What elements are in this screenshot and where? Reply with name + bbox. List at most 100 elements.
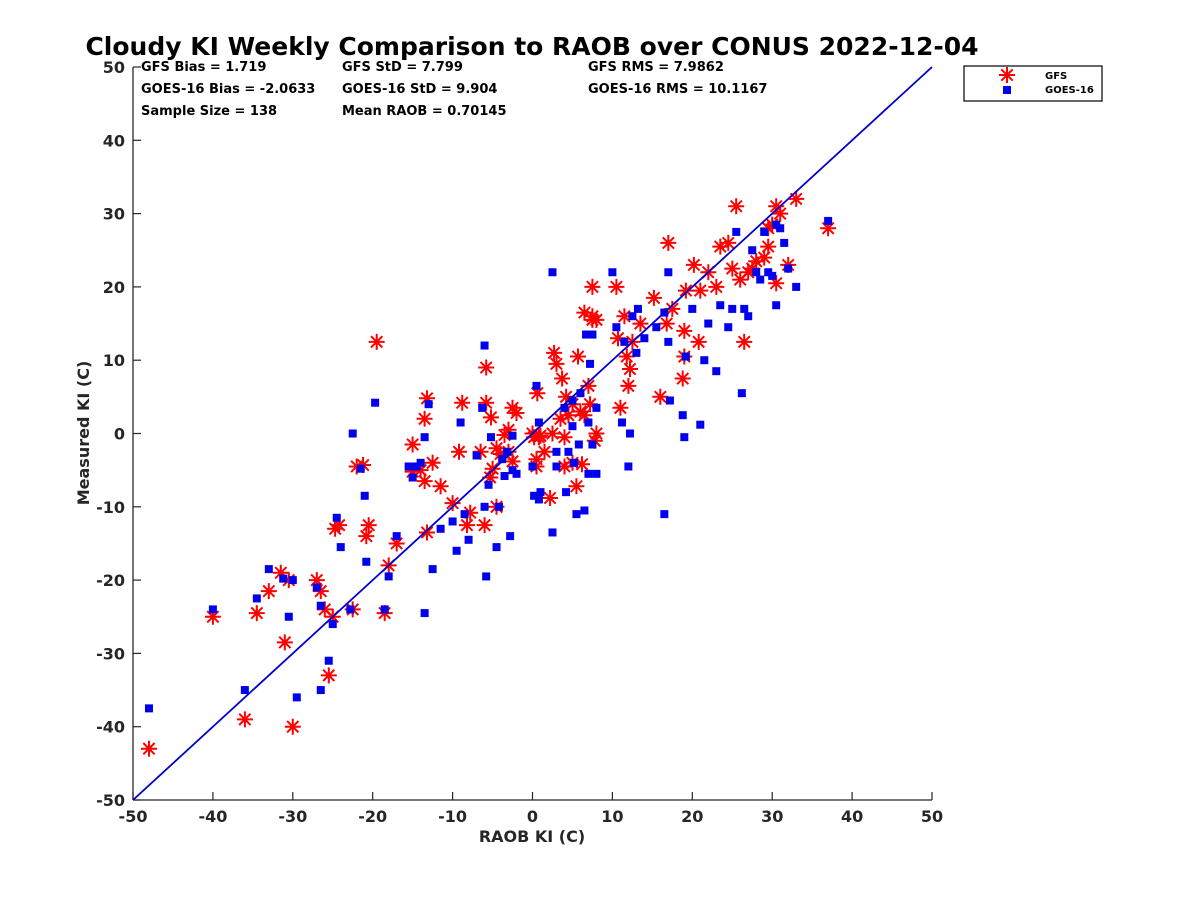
x-tick-label: -50 (119, 807, 148, 826)
asterisk-stroke (548, 355, 565, 372)
gfs-point (276, 634, 293, 651)
gfs-point (690, 333, 707, 350)
goes16-point (284, 612, 293, 621)
gfs-point (388, 535, 405, 552)
goes16-point (532, 381, 541, 390)
asterisk-stroke (560, 407, 577, 424)
legend-box (963, 65, 1103, 102)
goes16-point (534, 495, 543, 504)
gfs-point (500, 421, 517, 438)
gfs-point (529, 385, 546, 402)
goes16-point (480, 341, 489, 350)
goes16-point (336, 543, 345, 552)
legend-label-goes16: GOES-16 (1045, 85, 1094, 96)
asterisk-stroke (236, 711, 253, 728)
axis-ticks: -50 -40 -30 -20 -10 0 10 20 30 40 50 -50 -40 -30 -20 -1… (96, 58, 943, 826)
gfs-point (772, 205, 789, 222)
y-axis-label: Measured KI (C) (74, 361, 93, 506)
asterisk-stroke (444, 495, 461, 512)
reference-line-group (132, 66, 933, 801)
asterisk-stroke (622, 361, 638, 377)
gfs-point (432, 478, 449, 495)
asterisk-stroke (504, 453, 521, 470)
goes16-point (732, 227, 741, 236)
goes16-point (380, 605, 389, 614)
gfs-point (444, 495, 461, 512)
asterisk-stroke (536, 443, 553, 460)
gfs-point (248, 605, 265, 622)
goes16-point (552, 462, 561, 471)
goes16-point (240, 686, 249, 695)
gfs-point (568, 478, 585, 495)
asterisk-stroke (388, 535, 405, 552)
stat-gfs-rms: GFS RMS = 7.9862 (588, 60, 724, 75)
x-tick-label: -40 (198, 807, 227, 826)
goes16-point (586, 359, 595, 368)
gfs-point (284, 718, 301, 735)
goes16-point (724, 323, 733, 332)
goes16-point (696, 420, 705, 429)
gfs-point (546, 344, 563, 361)
stat-sample-size: Sample Size = 138 (141, 104, 277, 119)
asterisk-stroke (204, 608, 221, 625)
asterisk-stroke (483, 409, 499, 426)
y-tick-label: 40 (103, 131, 125, 150)
asterisk-stroke (492, 446, 509, 462)
asterisk-stroke (756, 249, 773, 266)
gfs-point (612, 399, 629, 416)
asterisk-stroke (728, 198, 745, 215)
asterisk-stroke (558, 388, 575, 405)
gfs-point (236, 711, 253, 728)
goes16-point (420, 433, 429, 442)
gfs-point (616, 308, 633, 325)
gfs-point (532, 427, 549, 444)
gfs-point (504, 453, 521, 470)
goes16-point (760, 227, 769, 236)
asterisk-stroke (772, 205, 789, 222)
asterisk-stroke (284, 718, 301, 735)
gfs-point (459, 517, 475, 534)
gfs-point (360, 517, 377, 534)
gfs-point (478, 394, 495, 411)
goes16-point (328, 620, 337, 629)
asterisk-stroke (478, 359, 495, 376)
goes16-point (824, 216, 833, 225)
gfs-point (728, 198, 745, 215)
goes16-point (436, 524, 445, 533)
data-points (141, 190, 837, 757)
gfs-point (548, 355, 565, 372)
goes16-point (580, 506, 589, 515)
asterisk-stroke (141, 740, 157, 757)
asterisk-stroke (677, 282, 694, 299)
goes16-point (632, 348, 641, 357)
legend-square (1003, 86, 1011, 94)
goes16-point (144, 704, 153, 713)
asterisk-stroke (544, 425, 561, 442)
goes16-point (528, 462, 537, 471)
asterisk-stroke (685, 256, 702, 273)
asterisk-stroke (568, 478, 585, 495)
goes16-point (312, 583, 321, 592)
legend-asterisk (999, 67, 1015, 83)
gfs-point (674, 370, 691, 387)
chart-title: Cloudy KI Weekly Comparison to RAOB over… (85, 32, 978, 61)
asterisk-stroke (404, 463, 421, 480)
y-tick-label: -30 (96, 644, 125, 663)
asterisk-stroke (488, 440, 505, 457)
goes16-point (348, 429, 357, 438)
asterisk-stroke (358, 528, 375, 545)
goes16-point (316, 686, 325, 695)
gfs-point (788, 190, 805, 207)
gfs-point (536, 443, 553, 460)
goes16-point (448, 517, 457, 526)
gfs-point (260, 583, 277, 600)
goes16-point (776, 224, 785, 233)
goes16-point (756, 275, 765, 284)
asterisk-stroke (576, 304, 593, 321)
gfs-point (652, 388, 669, 405)
goes16-point (784, 264, 793, 273)
goes16-point (506, 532, 515, 541)
gfs-point (484, 460, 501, 477)
